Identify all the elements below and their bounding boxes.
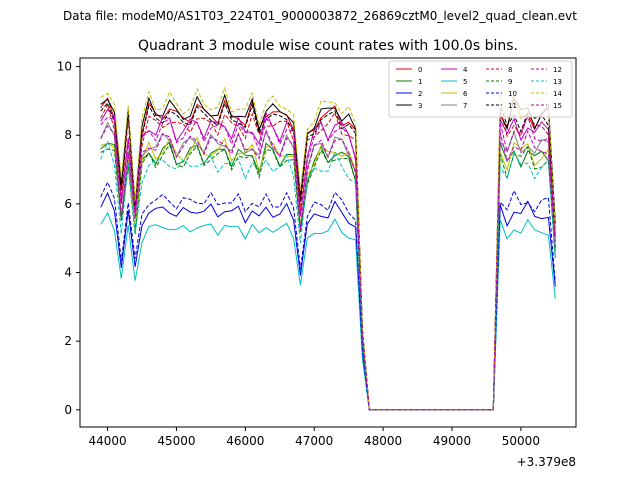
x-tick-label: 44000 bbox=[88, 434, 126, 448]
plot-frame bbox=[79, 57, 577, 428]
legend-label: 11 bbox=[508, 102, 517, 110]
x-tick-label: 50000 bbox=[502, 434, 540, 448]
x-tick-label: 48000 bbox=[364, 434, 402, 448]
legend-label: 15 bbox=[553, 102, 562, 110]
legend-label: 9 bbox=[508, 78, 512, 86]
legend-label: 13 bbox=[553, 78, 562, 86]
series-line-13 bbox=[100, 140, 556, 411]
axes-layer: 44000 45000 46000 47000 48000 49000 50000 0 2 4 6 8… bbox=[57, 57, 577, 448]
legend-entry: 10 bbox=[486, 90, 517, 98]
legend-entry: 14 bbox=[531, 90, 562, 98]
legend-entry: 1 bbox=[396, 78, 422, 86]
series-line-14 bbox=[100, 86, 556, 411]
x-tick-label: 45000 bbox=[157, 434, 195, 448]
legend-entry: 9 bbox=[486, 78, 512, 86]
legend-frame bbox=[388, 60, 573, 118]
legend-label: 2 bbox=[418, 90, 422, 98]
series-line-10 bbox=[100, 180, 556, 411]
y-tick-label: 6 bbox=[64, 197, 72, 211]
x-offset-label: +3.379e8 bbox=[517, 455, 576, 469]
series-line-11 bbox=[100, 101, 556, 411]
legend-entry: 5 bbox=[441, 78, 467, 86]
y-tick-label: 2 bbox=[64, 334, 72, 348]
x-tick-label: 49000 bbox=[433, 434, 471, 448]
legend-label: 4 bbox=[463, 66, 468, 74]
legend-label: 1 bbox=[418, 78, 422, 86]
legend-entry: 12 bbox=[531, 66, 562, 74]
legend-label: 10 bbox=[508, 90, 517, 98]
series-line-12 bbox=[100, 115, 556, 411]
y-tick-label: 0 bbox=[64, 403, 72, 417]
legend-label: 8 bbox=[508, 66, 512, 74]
legend-entry: 13 bbox=[531, 78, 562, 86]
y-tick-label: 8 bbox=[64, 128, 72, 142]
series-line-15 bbox=[100, 125, 556, 411]
legend-label: 6 bbox=[463, 90, 468, 98]
x-tick-label: 47000 bbox=[295, 434, 333, 448]
legend-label: 3 bbox=[418, 102, 422, 110]
legend-entry: 4 bbox=[441, 66, 468, 74]
legend-entry: 6 bbox=[441, 90, 468, 98]
legend-entry: 15 bbox=[531, 102, 562, 110]
legend-label: 0 bbox=[418, 66, 422, 74]
legend-label: 12 bbox=[553, 66, 562, 74]
legend-entry: 11 bbox=[486, 102, 517, 110]
figure-suptitle: Data file: modeM0/AS1T03_224T01_90000038… bbox=[63, 9, 577, 23]
legend-label: 5 bbox=[463, 78, 467, 86]
x-tick-label: 46000 bbox=[226, 434, 264, 448]
legend-entry: 3 bbox=[396, 102, 422, 110]
legend-label: 7 bbox=[463, 102, 467, 110]
legend-label: 14 bbox=[553, 90, 562, 98]
legend-entry: 8 bbox=[486, 66, 512, 74]
chart-title: Quadrant 3 module wise count rates with … bbox=[138, 38, 518, 54]
y-tick-label: 10 bbox=[57, 60, 72, 74]
series-layer bbox=[100, 86, 556, 411]
legend-entry: 0 bbox=[396, 66, 422, 74]
legend-entry: 2 bbox=[396, 90, 422, 98]
y-tick-label: 4 bbox=[64, 266, 72, 280]
legend-entry: 7 bbox=[441, 102, 467, 110]
